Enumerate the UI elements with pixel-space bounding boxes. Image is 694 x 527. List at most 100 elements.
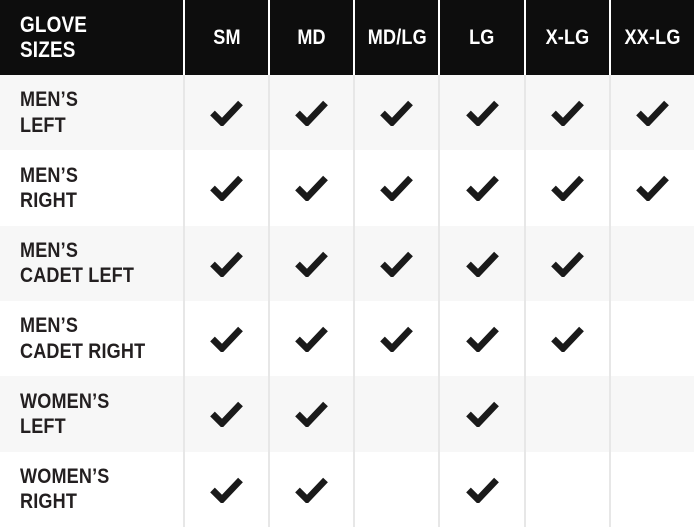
check-cell [268, 451, 354, 527]
row-label-line1: MEN’S [20, 163, 79, 187]
check-cell [353, 150, 439, 226]
check-cell [268, 150, 354, 226]
check-mark-icon [380, 176, 414, 202]
table-title-line1: GLOVE [20, 11, 88, 37]
row-label-line1: WOMEN’S [20, 465, 110, 489]
row-label-cell: MEN’S CADET RIGHT [0, 300, 183, 377]
check-cell [353, 451, 439, 527]
row-label-cell: WOMEN’S LEFT [0, 376, 183, 452]
table-row-mens-cadet-right: MEN’S CADET RIGHT [0, 300, 694, 377]
check-cell [438, 451, 524, 527]
check-cell [608, 451, 694, 527]
column-header-label: LG [469, 25, 495, 49]
column-header-xx-lg: XX-LG [608, 0, 694, 75]
row-label: WOMEN’S LEFT [20, 389, 124, 439]
check-mark-icon [295, 477, 329, 503]
row-label-line1: MEN’S [20, 314, 79, 338]
check-cell [608, 75, 694, 151]
check-mark-icon [210, 251, 243, 277]
check-mark-icon [465, 176, 499, 202]
check-cell [523, 150, 609, 226]
check-mark-icon [636, 100, 669, 127]
check-cell [608, 300, 694, 377]
check-cell [438, 376, 524, 452]
check-cell [183, 75, 269, 151]
check-mark-icon [295, 251, 329, 277]
check-mark-icon [295, 402, 329, 428]
column-header-sm: SM [183, 0, 269, 75]
row-label-cell: MEN’S CADET LEFT [0, 225, 183, 301]
table-title-cell: GLOVE SIZES [0, 0, 183, 75]
check-mark-icon [636, 176, 669, 202]
check-cell [183, 300, 269, 377]
check-cell [438, 150, 524, 226]
check-cell [523, 75, 609, 151]
check-cell [353, 300, 439, 377]
check-mark-icon [210, 402, 243, 428]
check-cell [608, 150, 694, 226]
check-cell [353, 225, 439, 301]
check-mark-icon [210, 100, 243, 127]
check-cell [438, 300, 524, 377]
row-label-line2: LEFT [20, 414, 66, 438]
row-label: MEN’S CADET RIGHT [20, 313, 166, 363]
check-cell [438, 225, 524, 301]
check-mark-icon [465, 251, 499, 277]
check-cell [353, 75, 439, 151]
check-cell [268, 75, 354, 151]
check-mark-icon [465, 100, 499, 127]
table-row-mens-cadet-left: MEN’S CADET LEFT [0, 225, 694, 301]
check-mark-icon [210, 326, 243, 353]
check-mark-icon [295, 100, 329, 127]
row-label-cell: MEN’S RIGHT [0, 150, 183, 226]
column-header-label: MD [297, 25, 326, 49]
check-cell [523, 451, 609, 527]
column-header-label: MD/LG [367, 25, 427, 49]
check-mark-icon [550, 176, 584, 202]
check-cell [608, 225, 694, 301]
row-label-cell: MEN’S LEFT [0, 75, 183, 151]
check-mark-icon [550, 326, 584, 353]
row-label-cell: WOMEN’S RIGHT [0, 451, 183, 527]
check-cell [268, 376, 354, 452]
table-row-womens-left: WOMEN’S LEFT [0, 376, 694, 452]
column-header-lg: LG [438, 0, 524, 75]
check-mark-icon [295, 326, 329, 353]
table-row-mens-left: MEN’S LEFT [0, 75, 694, 151]
column-header-label: XX-LG [624, 25, 681, 49]
check-mark-icon [210, 477, 243, 503]
check-cell [183, 451, 269, 527]
column-header-md-lg: MD/LG [353, 0, 439, 75]
column-header-label: SM [212, 25, 241, 49]
check-mark-icon [550, 100, 584, 127]
check-cell [608, 376, 694, 452]
row-label: MEN’S LEFT [20, 87, 88, 137]
check-mark-icon [295, 176, 329, 202]
row-label-line2: CADET LEFT [20, 264, 135, 288]
check-cell [523, 376, 609, 452]
table-row-mens-right: MEN’S RIGHT [0, 150, 694, 226]
row-label-line2: CADET RIGHT [20, 339, 146, 363]
row-label: MEN’S RIGHT [20, 163, 88, 213]
column-header-label: X-LG [545, 25, 590, 49]
check-cell [268, 225, 354, 301]
row-label: MEN’S CADET LEFT [20, 238, 153, 288]
check-mark-icon [210, 176, 243, 202]
row-label-line1: MEN’S [20, 239, 79, 263]
row-label-line2: LEFT [20, 113, 66, 137]
table-title-line2: SIZES [20, 36, 76, 62]
column-header-x-lg: X-LG [523, 0, 609, 75]
table-title: GLOVE SIZES [20, 11, 88, 62]
check-mark-icon [380, 100, 414, 127]
row-label: WOMEN’S RIGHT [20, 464, 124, 514]
row-label-line1: WOMEN’S [20, 389, 110, 413]
table-row-womens-right: WOMEN’S RIGHT [0, 451, 694, 527]
check-mark-icon [465, 402, 499, 428]
check-cell [353, 376, 439, 452]
check-mark-icon [465, 477, 499, 503]
check-mark-icon [550, 251, 584, 277]
check-mark-icon [380, 251, 414, 277]
check-cell [183, 376, 269, 452]
check-mark-icon [380, 326, 414, 353]
